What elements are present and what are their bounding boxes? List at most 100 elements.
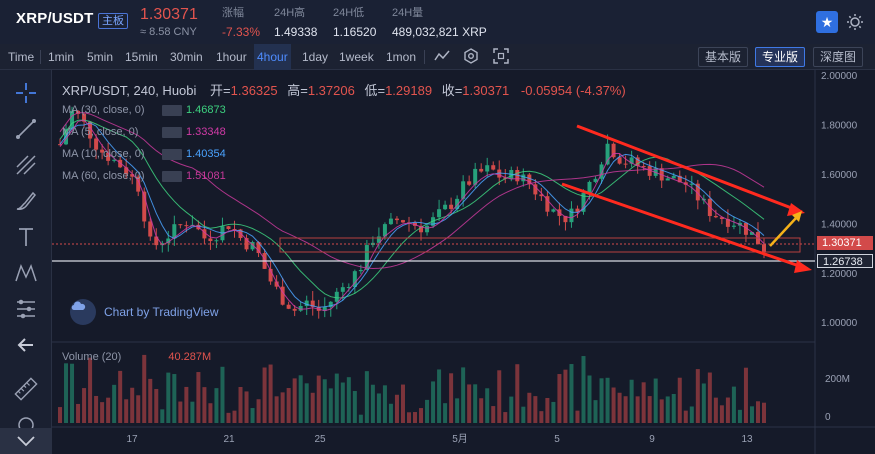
- volume-bar: [64, 363, 69, 423]
- volume-bar: [334, 373, 339, 423]
- volume-bar: [376, 393, 381, 423]
- brush-icon[interactable]: [13, 188, 39, 214]
- volume-bar: [370, 384, 375, 423]
- date-axis-label: 25: [314, 434, 326, 445]
- volume-bar: [503, 412, 508, 423]
- fib-icon[interactable]: [13, 296, 39, 322]
- ma-legend-row[interactable]: MA (5, close, 0) 1.33348: [62, 126, 226, 138]
- candle-body: [256, 242, 261, 254]
- candle-body: [461, 181, 466, 199]
- candle-body: [274, 281, 279, 287]
- volume-bar: [238, 386, 243, 423]
- volume-bar: [479, 398, 484, 423]
- interval-1day[interactable]: 1day: [302, 50, 329, 64]
- candle-body: [136, 176, 141, 192]
- ma-legend-row[interactable]: MA (30, close, 0) 1.46873: [62, 104, 226, 116]
- volume-bar: [166, 372, 171, 423]
- volume-bar: [382, 385, 387, 423]
- candle-body: [629, 157, 634, 164]
- volume-bar: [130, 387, 135, 423]
- pattern-icon[interactable]: [13, 260, 39, 286]
- volume-bar: [671, 393, 676, 423]
- symbol-line[interactable]: XRP/USDT, 240, Huobi: [62, 83, 197, 98]
- candle-body: [340, 287, 345, 292]
- trendline-icon[interactable]: [13, 116, 39, 142]
- volume-bar: [743, 367, 748, 423]
- cny-value: ≈ 8.58 CNY: [140, 26, 197, 38]
- ma-settings-icon[interactable]: [162, 127, 182, 138]
- volume-bar: [431, 381, 436, 423]
- tradingview-branding[interactable]: Chart by TradingView: [70, 299, 219, 325]
- high-value: 1.37206: [307, 83, 355, 98]
- volume-bar: [605, 377, 610, 423]
- depth-chart-button[interactable]: 深度图: [813, 47, 864, 67]
- ma-legend-row[interactable]: MA (10, close, 0) 1.40354: [62, 148, 226, 160]
- collapse-toggle[interactable]: [0, 428, 52, 454]
- candle-body: [322, 307, 327, 311]
- volume-bar: [575, 410, 580, 423]
- interval-1min[interactable]: 1min: [48, 50, 75, 64]
- chevron-down-icon: [17, 436, 35, 447]
- ma-settings-icon[interactable]: [162, 105, 182, 116]
- board-badge: 主板: [98, 13, 128, 29]
- volume-bar: [310, 392, 315, 423]
- volume-bar: [641, 382, 646, 423]
- fullscreen-icon[interactable]: [492, 48, 510, 66]
- interval-30min[interactable]: 30min: [170, 50, 203, 64]
- volume-bar: [749, 406, 754, 423]
- crosshair-icon[interactable]: [13, 80, 39, 106]
- volume-bar: [545, 397, 550, 423]
- breakout-arrow-line: [769, 217, 797, 247]
- ma-legend-row[interactable]: MA (60, close, 0) 1.51081: [62, 170, 226, 182]
- volume-bar: [719, 405, 724, 423]
- volume-bar: [599, 378, 604, 423]
- candle-body: [364, 245, 369, 270]
- ma-settings-icon[interactable]: [162, 149, 182, 160]
- sun-icon[interactable]: [844, 11, 866, 33]
- candle-body: [527, 174, 532, 185]
- volume-bar: [455, 398, 460, 423]
- candlestick-chart[interactable]: 2.00000 1.80000 1.60000 1.40000 1.20000 1.000…: [52, 70, 875, 454]
- interval-1mon[interactable]: 1mon: [386, 50, 417, 64]
- interval-4hour[interactable]: 4hour: [254, 44, 291, 70]
- ma-label: MA (60, close, 0): [62, 170, 145, 182]
- price-axis-label: 2.00000: [821, 71, 858, 82]
- version-basic-button[interactable]: 基本版: [698, 47, 749, 67]
- version-pro-button[interactable]: 专业版: [755, 47, 806, 67]
- candle-body: [82, 113, 87, 122]
- price-chart[interactable]: 2.00000 1.80000 1.60000 1.40000 1.20000 1.000…: [52, 70, 875, 454]
- volume-bar: [653, 378, 658, 423]
- change-value: -7.33%: [222, 25, 261, 39]
- interval-5min[interactable]: 5min: [87, 50, 114, 64]
- indicator-settings-icon[interactable]: [433, 48, 451, 66]
- volume-bar: [316, 375, 321, 423]
- ruler-icon[interactable]: [13, 376, 39, 402]
- volume-bar: [76, 403, 81, 423]
- pair-title[interactable]: XRP/USDT: [16, 10, 94, 27]
- moving-average-line: [59, 122, 765, 308]
- date-axis-label: 21: [223, 434, 235, 445]
- candle-body: [226, 226, 231, 229]
- interval-15min[interactable]: 15min: [125, 50, 158, 64]
- star-icon[interactable]: ★: [816, 11, 838, 33]
- ma-settings-icon[interactable]: [162, 171, 182, 182]
- highlight-box: [279, 237, 801, 253]
- candle-body: [677, 175, 682, 183]
- interval-1week[interactable]: 1week: [339, 50, 374, 64]
- text-icon[interactable]: [13, 224, 39, 250]
- volume-bar: [659, 399, 664, 423]
- candle-body: [749, 232, 754, 235]
- settings-icon[interactable]: [462, 48, 480, 66]
- price-axis-label: 1.60000: [821, 170, 858, 181]
- pitchfork-icon[interactable]: [13, 152, 39, 178]
- candle-body: [400, 220, 405, 223]
- candle-body: [647, 166, 652, 176]
- candle-body: [671, 175, 676, 179]
- volume-bar: [419, 408, 424, 423]
- volume-bar: [202, 387, 207, 423]
- interval-1hour[interactable]: 1hour: [216, 50, 247, 64]
- volume-bar: [262, 367, 267, 423]
- candle-body: [172, 224, 177, 239]
- back-arrow-icon[interactable]: [13, 332, 39, 358]
- volume-bar: [328, 388, 333, 423]
